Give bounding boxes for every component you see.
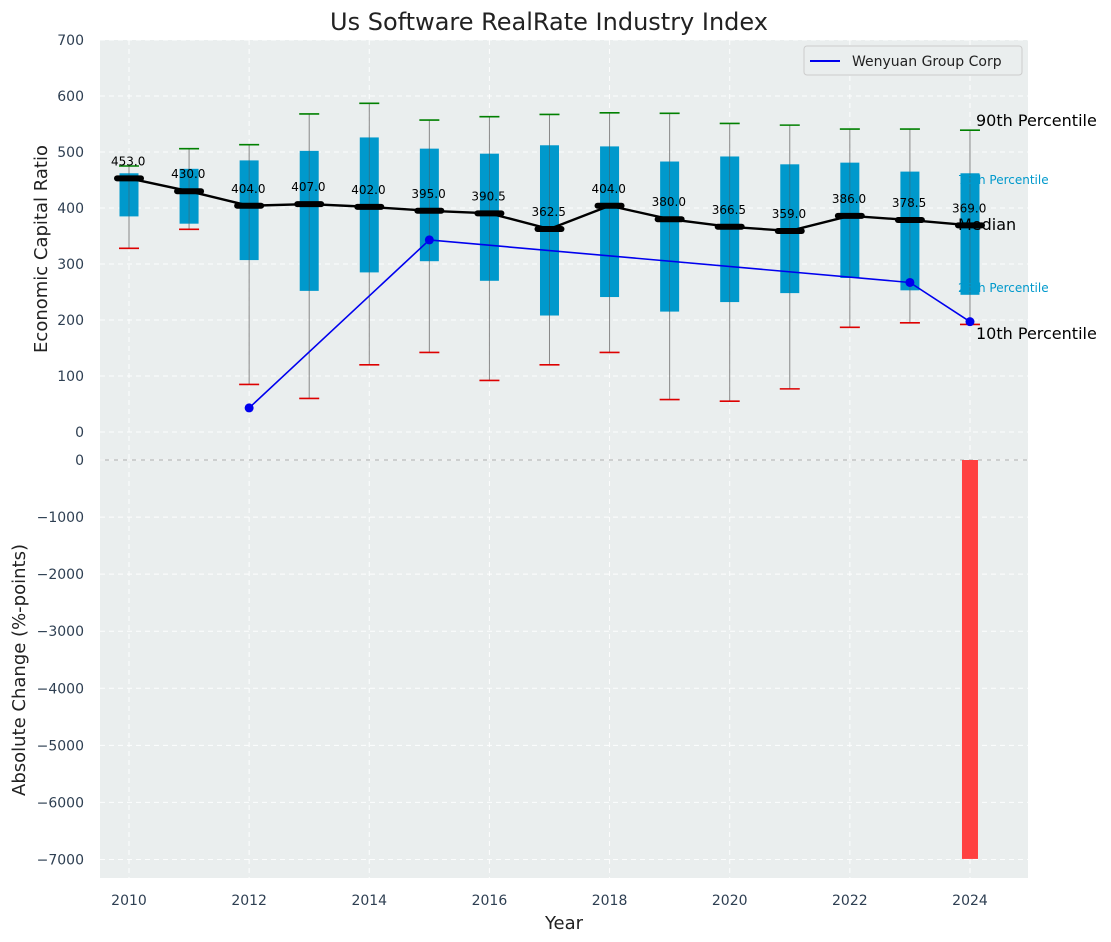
median-value-label: 402.0 xyxy=(351,183,385,197)
x-tick-label: 2016 xyxy=(472,893,508,909)
median-value-label: 390.5 xyxy=(471,189,505,203)
company-point xyxy=(244,403,254,413)
bottom-y-tick-label: −2000 xyxy=(37,567,84,583)
median-value-label: 378.5 xyxy=(892,196,926,210)
median-labels: 453.0 430.0 404.0 407.0 402.0 395.0 390.5 362.5… xyxy=(111,154,986,221)
x-tick-label: 2018 xyxy=(592,893,628,909)
median-value-label: 430.0 xyxy=(171,167,205,181)
bottom-y-tick-label: −6000 xyxy=(37,795,84,811)
bottom-y-tick-label: −3000 xyxy=(37,624,84,640)
x-tick-label: 2024 xyxy=(952,893,988,909)
company-series xyxy=(244,235,975,413)
top-panel-background xyxy=(100,40,1028,460)
median-value-label: 395.0 xyxy=(411,187,445,201)
bottom-y-tick-label: 0 xyxy=(75,453,84,469)
company-point xyxy=(965,317,975,327)
median-value-label: 362.5 xyxy=(531,205,565,219)
annotation-p25: 25th Percentile xyxy=(958,281,1049,295)
axis-ticks: 0 100 200 300 400 500 600 700 0 −1000 −2000 −3000 −4… xyxy=(37,33,988,909)
bottom-y-axis-label: Absolute Change (%-points) xyxy=(9,544,30,796)
median-value-label: 407.0 xyxy=(291,180,325,194)
median-value-label: 453.0 xyxy=(111,154,145,168)
change-bar xyxy=(961,460,978,859)
median-series xyxy=(114,175,985,234)
top-y-axis-label: Economic Capital Ratio xyxy=(31,145,52,353)
annotation-p90: 90th Percentile xyxy=(976,111,1097,130)
median-value-label: 359.0 xyxy=(772,207,806,221)
company-point xyxy=(905,277,915,287)
bottom-y-tick-label: −7000 xyxy=(37,853,84,869)
top-y-tick-label: 400 xyxy=(57,201,84,217)
x-tick-label: 2020 xyxy=(712,893,748,909)
bottom-panel-background xyxy=(100,460,1028,878)
top-y-tick-label: 700 xyxy=(57,33,84,49)
x-tick-label: 2014 xyxy=(351,893,387,909)
chart-title: Us Software RealRate Industry Index xyxy=(330,8,768,36)
legend-company-label: Wenyuan Group Corp xyxy=(852,54,1002,70)
top-y-tick-label: 200 xyxy=(57,313,84,329)
legend-box xyxy=(803,45,1023,76)
bottom-y-tick-label: −1000 xyxy=(37,510,84,526)
annotation-median: Median xyxy=(958,215,1016,234)
company-point xyxy=(424,235,434,245)
top-y-tick-label: 0 xyxy=(75,425,84,441)
median-value-label: 369.0 xyxy=(952,201,986,215)
company-line xyxy=(248,239,971,409)
bottom-y-tick-label: −5000 xyxy=(37,738,84,754)
median-value-label: 386.0 xyxy=(832,192,866,206)
bottom-y-tick-label: −4000 xyxy=(37,681,84,697)
boxes xyxy=(119,137,980,316)
annotation-p75: 75th Percentile xyxy=(958,173,1049,187)
top-y-tick-label: 500 xyxy=(57,145,84,161)
median-value-label: 404.0 xyxy=(592,182,626,196)
x-tick-label: 2012 xyxy=(231,893,267,909)
median-value-label: 404.0 xyxy=(231,182,265,196)
x-axis-label: Year xyxy=(544,913,584,934)
annotation-p10: 10th Percentile xyxy=(976,324,1097,343)
x-tick-label: 2010 xyxy=(111,893,147,909)
median-value-label: 366.5 xyxy=(712,203,746,217)
change-bars xyxy=(961,460,978,859)
legend: Wenyuan Group Corp xyxy=(803,45,1023,76)
median-value-label: 380.0 xyxy=(652,195,686,209)
top-y-tick-label: 100 xyxy=(57,369,84,385)
top-y-tick-label: 600 xyxy=(57,89,84,105)
x-tick-label: 2022 xyxy=(832,893,868,909)
top-y-tick-label: 300 xyxy=(57,257,84,273)
